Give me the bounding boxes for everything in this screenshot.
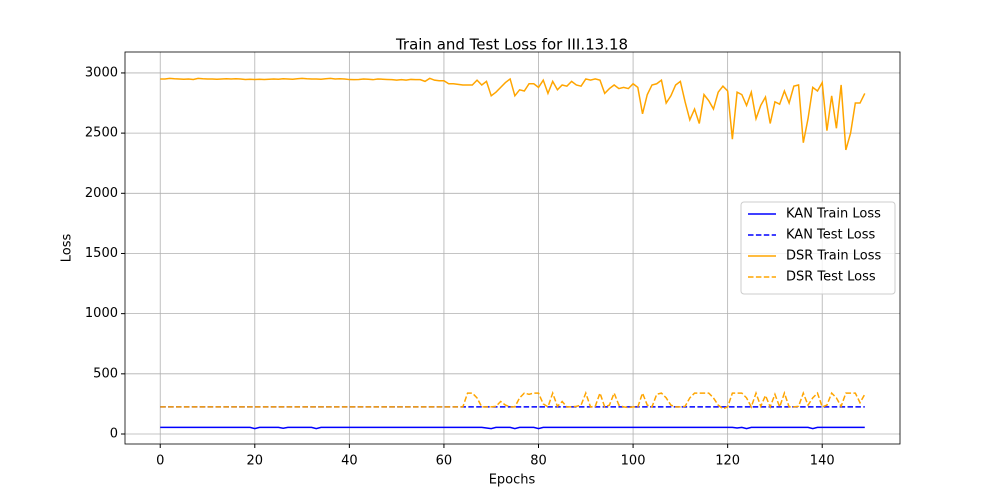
legend-label: DSR Test Loss [786,270,876,285]
legend-box [740,201,896,295]
line-series [160,77,866,151]
y-tick-label: 500 [93,366,118,381]
y-tick-label: 1500 [85,246,118,261]
legend-label: DSR Train Loss [786,249,881,264]
x-tick-label: 140 [810,454,835,469]
y-tick-label: 1000 [85,306,118,321]
x-tick-label: 120 [715,454,740,469]
y-tick-label: 0 [110,427,118,442]
x-tick-label: 60 [436,454,453,469]
line-series [160,390,866,410]
line-series [160,426,865,430]
legend-label: KAN Train Loss [786,207,881,222]
x-tick-label: 100 [621,454,646,469]
chart-title: Train and Test Loss for III.13.18 [395,36,628,54]
y-tick-label: 2000 [85,186,118,201]
x-tick-label: 80 [530,454,547,469]
legend: KAN Train Loss KAN Test Loss DSR Train Los… [740,201,896,295]
x-tick-label: 20 [247,454,264,469]
y-tick-label: 2500 [85,126,118,141]
x-tick-label: 40 [341,454,358,469]
plot-frame [124,51,901,445]
y-axis-label: Loss [60,234,75,263]
y-tick-label: 3000 [85,65,118,80]
x-axis-label: Epochs [489,473,536,488]
x-tick-label: 0 [156,454,164,469]
legend-label: KAN Test Loss [786,228,876,243]
